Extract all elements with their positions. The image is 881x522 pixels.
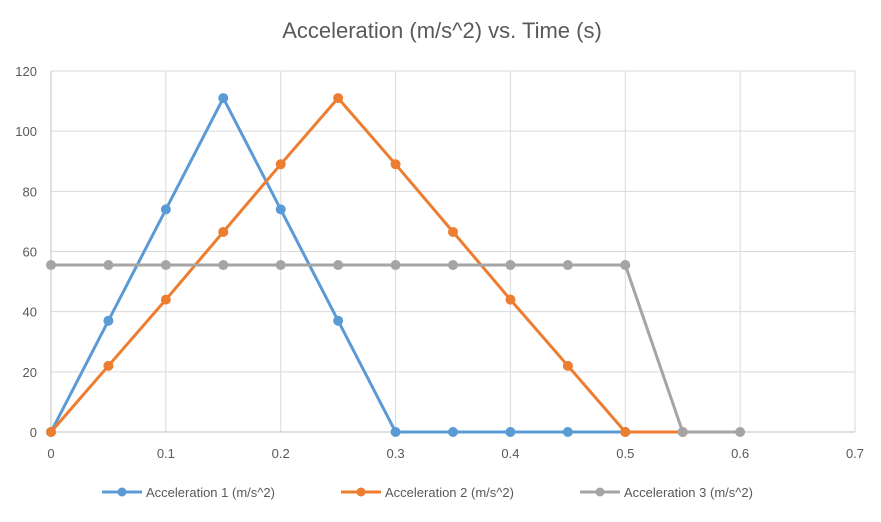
series-3 [46, 260, 746, 437]
data-point[interactable] [677, 427, 688, 437]
data-point[interactable] [160, 260, 171, 271]
legend-item-2[interactable]: Acceleration 2 (m/s^2) [341, 485, 514, 500]
data-point[interactable] [620, 260, 631, 271]
data-point[interactable] [218, 260, 229, 271]
axes: 0 20 40 60 80 100 120 0 0.1 0.2 0.3 0.4 0.5 0.6 0.7 [15, 64, 864, 461]
data-point[interactable] [505, 294, 516, 305]
y-tick-label: 100 [15, 124, 37, 139]
data-point[interactable] [46, 260, 56, 271]
x-tick-label: 0.1 [157, 446, 175, 461]
y-tick-label: 120 [15, 64, 37, 79]
legend-marker [595, 487, 605, 497]
data-point[interactable] [390, 260, 401, 271]
x-tick-label: 0.2 [272, 446, 290, 461]
chart-title: Acceleration (m/s^2) vs. Time (s) [282, 18, 602, 43]
data-point[interactable] [103, 315, 114, 326]
x-tick-label: 0.5 [616, 446, 634, 461]
data-point[interactable] [505, 427, 516, 437]
data-point[interactable] [275, 260, 286, 271]
series-line [49, 96, 685, 434]
y-tick-label: 80 [23, 184, 37, 199]
legend-label: Acceleration 1 (m/s^2) [146, 485, 275, 500]
x-tick-label: 0.7 [846, 446, 864, 461]
data-point[interactable] [103, 260, 114, 271]
legend-item-1[interactable]: Acceleration 1 (m/s^2) [102, 485, 275, 500]
legend[interactable]: Acceleration 1 (m/s^2) Acceleration 2 (m/… [102, 485, 753, 500]
gridlines [51, 70, 856, 432]
data-point[interactable] [448, 260, 458, 271]
data-point[interactable] [448, 427, 458, 437]
series-layer [46, 93, 746, 437]
legend-item-3[interactable]: Acceleration 3 (m/s^2) [580, 485, 753, 500]
data-point[interactable] [275, 204, 286, 215]
legend-label: Acceleration 2 (m/s^2) [385, 485, 514, 500]
legend-marker [117, 487, 127, 497]
data-point[interactable] [333, 260, 344, 271]
data-point[interactable] [333, 315, 344, 326]
data-point[interactable] [218, 226, 229, 237]
legend-label: Acceleration 3 (m/s^2) [624, 485, 753, 500]
data-point[interactable] [160, 294, 171, 305]
data-point[interactable] [275, 159, 286, 170]
y-tick-label: 20 [23, 365, 37, 380]
data-point[interactable] [505, 260, 516, 271]
data-point[interactable] [390, 159, 401, 170]
x-tick-label: 0.3 [387, 446, 405, 461]
data-point[interactable] [390, 427, 401, 437]
data-point[interactable] [46, 427, 56, 437]
data-point[interactable] [562, 260, 573, 271]
data-point[interactable] [448, 226, 458, 237]
y-tick-label: 60 [23, 245, 37, 260]
data-point[interactable] [160, 204, 171, 215]
x-tick-label: 0.4 [501, 446, 519, 461]
data-point[interactable] [333, 93, 344, 104]
data-point[interactable] [620, 427, 631, 437]
data-point[interactable] [735, 427, 746, 437]
data-point[interactable] [103, 360, 114, 371]
y-tick-label: 0 [30, 425, 37, 440]
x-tick-label: 0.6 [731, 446, 749, 461]
data-point[interactable] [562, 427, 573, 437]
y-tick-label: 40 [23, 305, 37, 320]
legend-marker [356, 487, 366, 497]
data-point[interactable] [562, 360, 573, 371]
x-tick-label: 0 [47, 446, 54, 461]
data-point[interactable] [218, 93, 229, 104]
